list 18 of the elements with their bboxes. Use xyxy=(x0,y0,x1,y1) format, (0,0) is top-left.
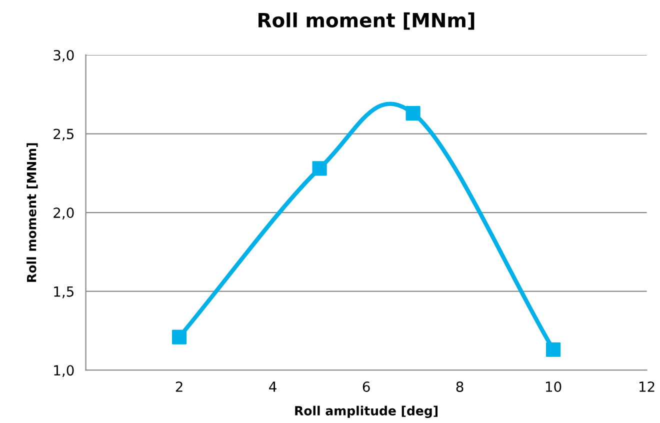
point xyxy=(312,161,327,176)
x-tick-label: 10 xyxy=(546,381,562,392)
y-tick-label: 1,0 xyxy=(54,365,74,378)
y-tick-label: 1,5 xyxy=(54,286,74,298)
point xyxy=(546,342,561,357)
x-tick-label: 8 xyxy=(456,381,464,392)
y-axis-title: Roll moment [MNm] xyxy=(26,143,38,282)
y-tick-label: 2,0 xyxy=(54,208,74,220)
y-tick-label: 3,0 xyxy=(54,50,74,62)
x-tick-label: 6 xyxy=(362,381,370,392)
x-tick-label: 2 xyxy=(176,381,182,392)
point xyxy=(172,330,187,344)
y-tick-label: 2,5 xyxy=(54,128,74,141)
x-tick-label: 4 xyxy=(269,382,276,392)
x-tick-label: 12 xyxy=(639,381,654,392)
point xyxy=(406,106,420,121)
x-axis-title: Roll amplitude [deg] xyxy=(295,406,438,418)
chart-title: Roll moment [MNm] xyxy=(258,12,474,30)
